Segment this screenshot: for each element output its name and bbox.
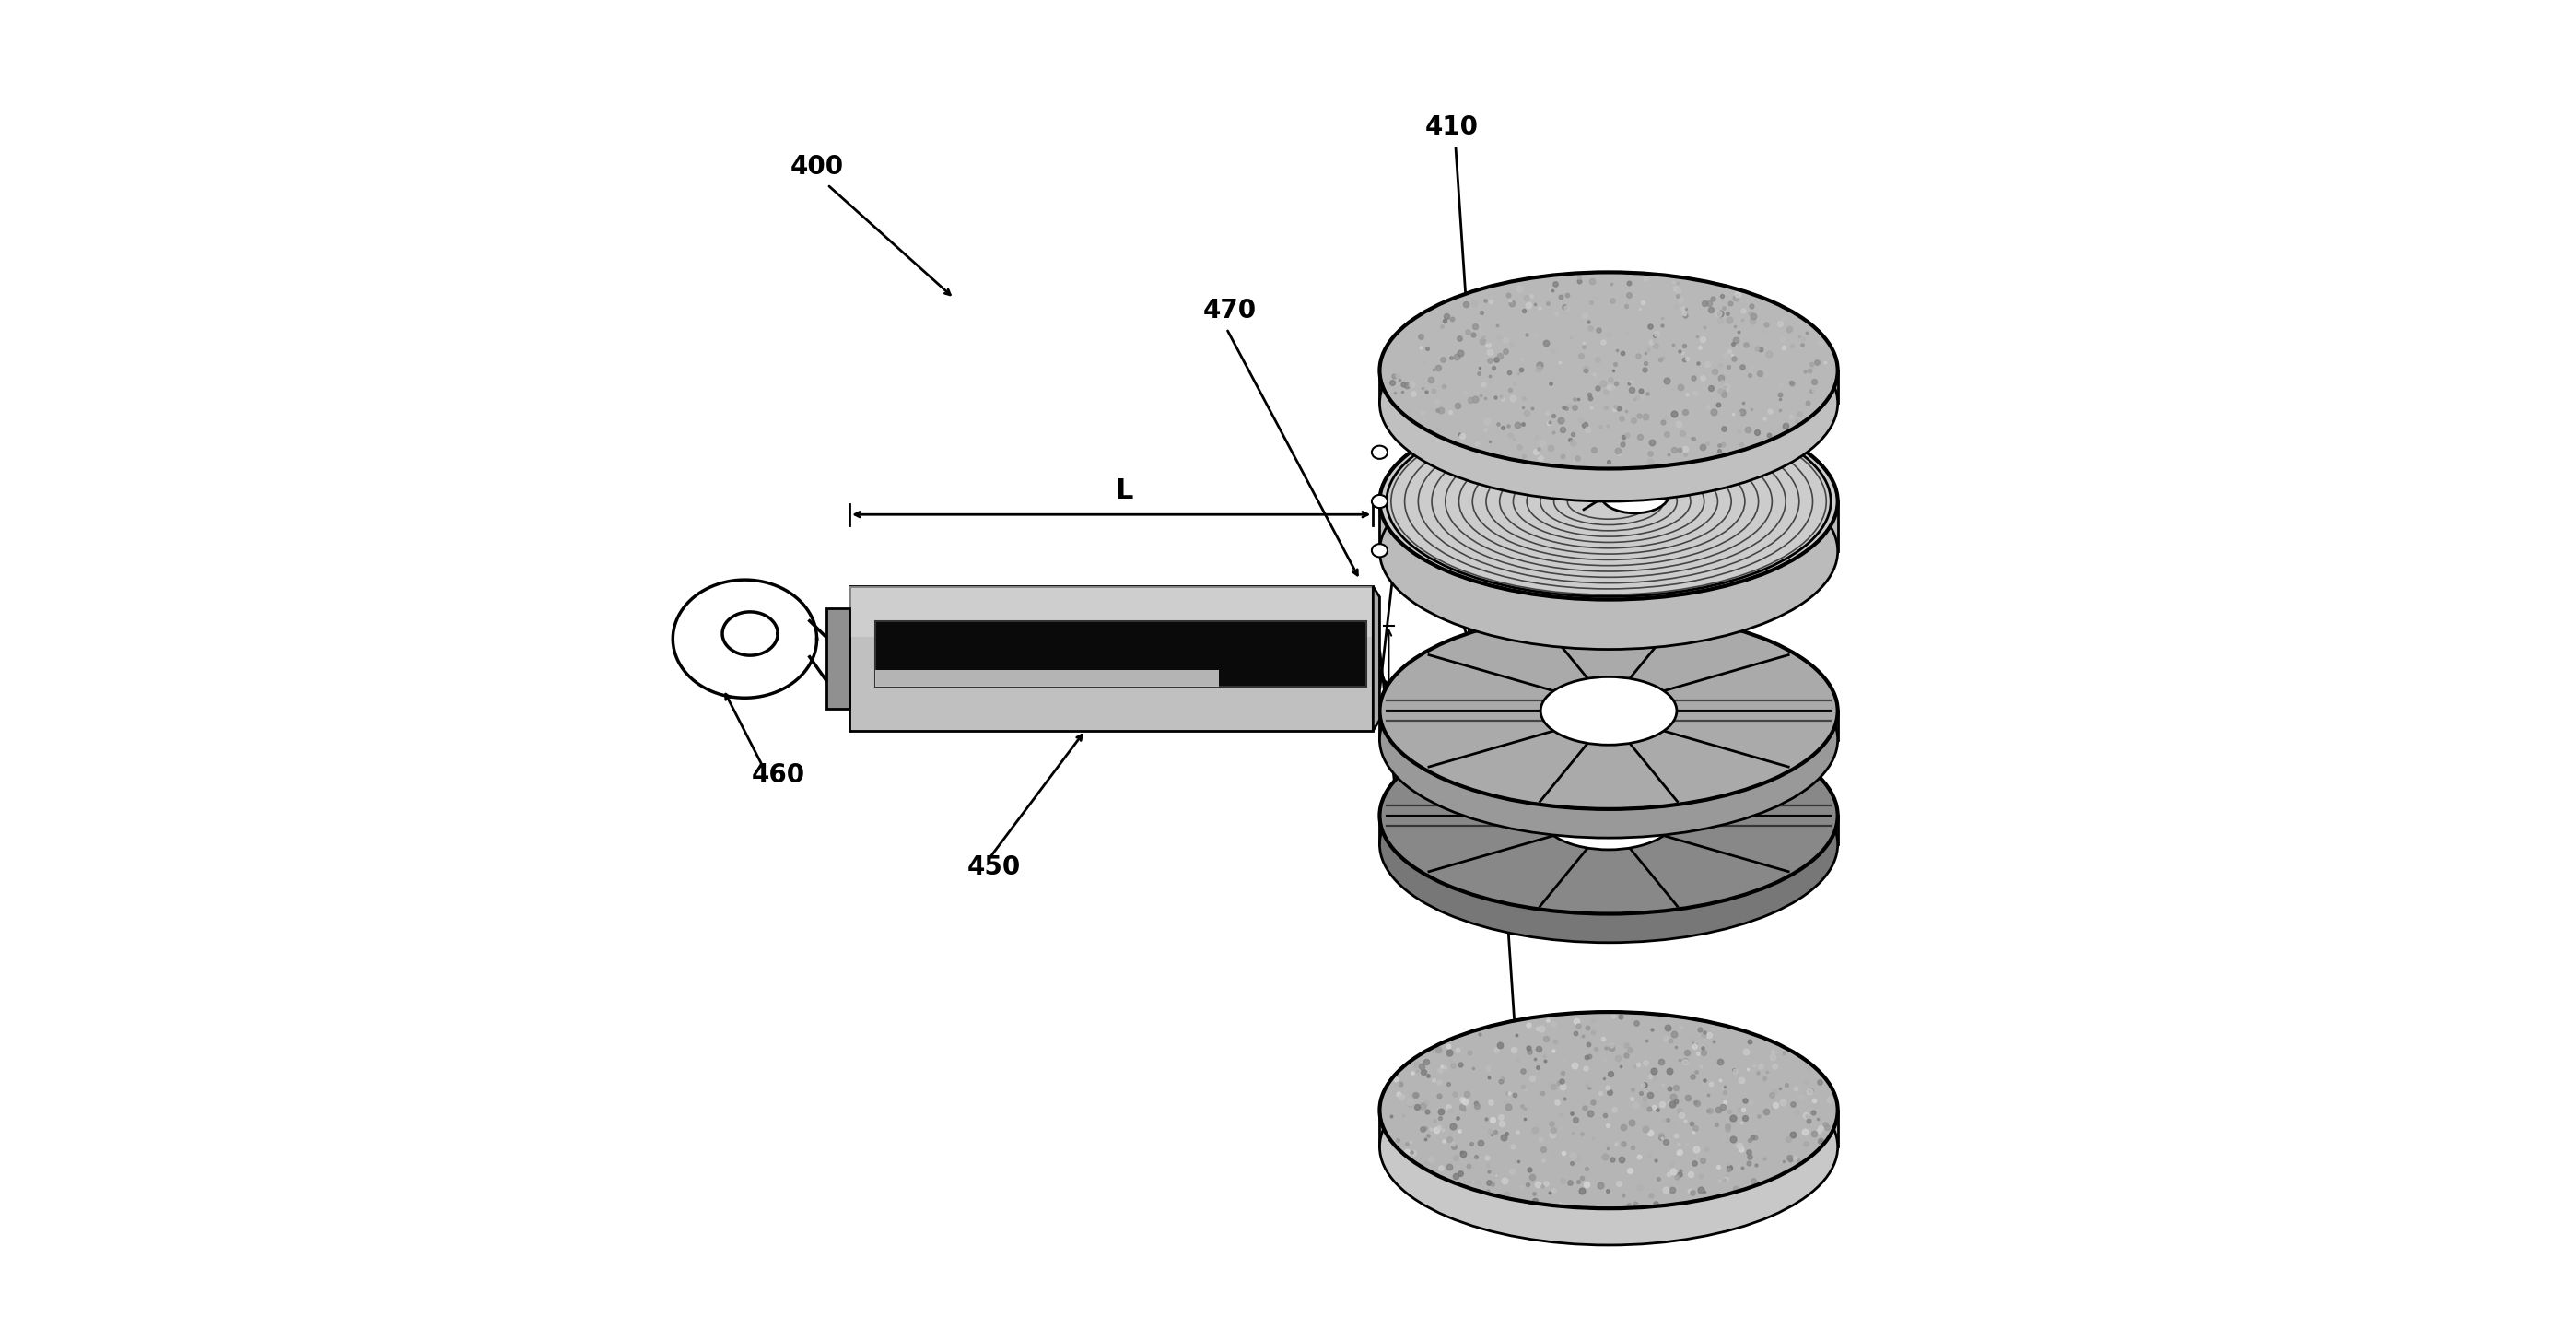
Text: 460: 460 — [752, 763, 804, 789]
Ellipse shape — [1600, 477, 1669, 514]
Polygon shape — [1381, 502, 1837, 551]
Ellipse shape — [1540, 677, 1677, 745]
Ellipse shape — [1381, 612, 1837, 809]
Ellipse shape — [1381, 1048, 1837, 1245]
Text: 480: 480 — [1383, 533, 1435, 560]
Ellipse shape — [1381, 1011, 1837, 1209]
Polygon shape — [1381, 815, 1837, 844]
Ellipse shape — [1381, 273, 1837, 469]
Ellipse shape — [1381, 306, 1837, 502]
Polygon shape — [1381, 711, 1837, 740]
Text: H: H — [1347, 628, 1368, 653]
Ellipse shape — [1381, 718, 1837, 914]
Polygon shape — [1381, 1110, 1837, 1147]
Text: 400: 400 — [791, 154, 845, 179]
Text: L: L — [1115, 477, 1133, 504]
Polygon shape — [1381, 370, 1837, 403]
Text: 410: 410 — [1425, 115, 1479, 141]
Ellipse shape — [1373, 445, 1388, 458]
Ellipse shape — [1540, 781, 1677, 849]
Text: 470: 470 — [1203, 298, 1257, 324]
Text: 450: 450 — [969, 855, 1020, 880]
Text: 420: 420 — [1419, 855, 1473, 880]
Polygon shape — [876, 620, 1365, 686]
Text: 440: 440 — [1430, 454, 1484, 481]
Ellipse shape — [1381, 453, 1837, 649]
Polygon shape — [850, 586, 1373, 731]
Polygon shape — [876, 670, 1218, 686]
Ellipse shape — [1381, 747, 1837, 943]
Ellipse shape — [1373, 495, 1388, 508]
Polygon shape — [1373, 586, 1381, 731]
Ellipse shape — [1381, 403, 1837, 599]
Ellipse shape — [1381, 641, 1837, 838]
Text: 430: 430 — [1497, 579, 1551, 605]
Polygon shape — [827, 608, 850, 709]
Ellipse shape — [1373, 544, 1388, 557]
Polygon shape — [850, 586, 1373, 637]
